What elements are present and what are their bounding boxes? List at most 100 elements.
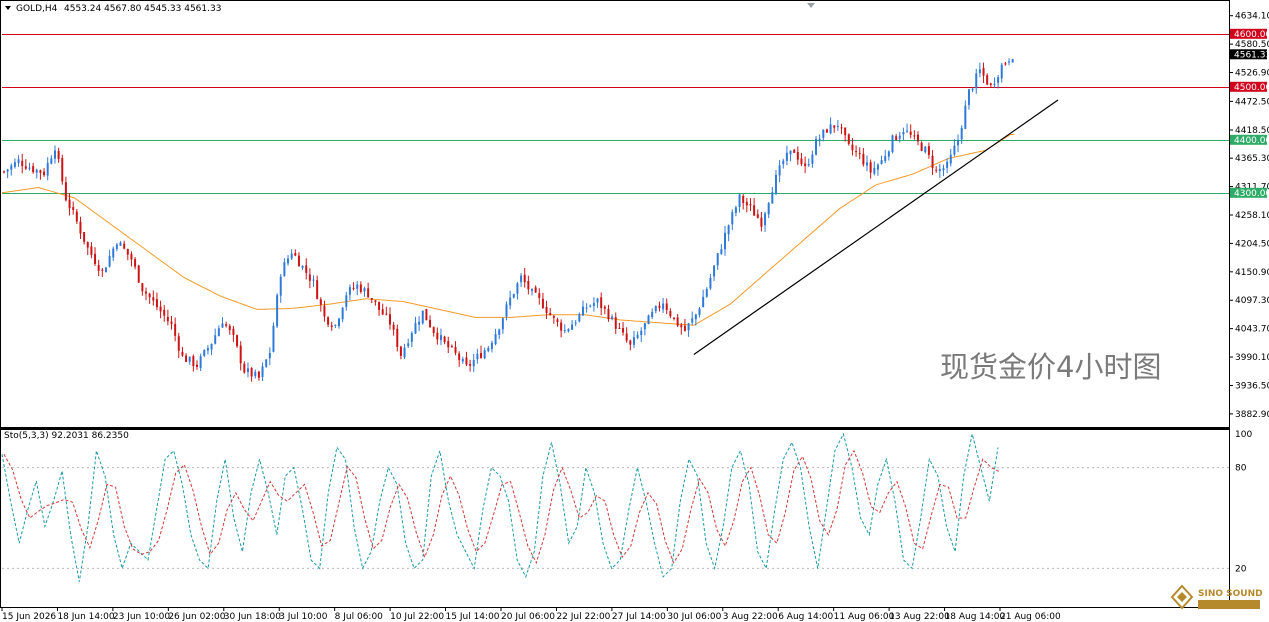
candle [545,300,548,319]
candle [203,349,206,358]
candle-body [181,351,184,356]
candle-body [855,151,858,153]
candle-body [425,308,428,321]
candle [177,332,180,359]
candle-body [884,156,887,162]
candle-body [953,145,956,155]
candle [654,305,657,314]
candle [50,155,53,165]
candle-body [199,356,202,368]
candle [166,309,169,326]
candle [986,73,989,86]
stoch-main-line [1,432,999,582]
candle-body [516,283,519,294]
candle [254,369,257,379]
candle [155,292,158,311]
candle-body [574,322,577,324]
candle-body [876,164,879,170]
candle [83,231,86,245]
candle-body [687,323,690,331]
candle-body [174,324,177,336]
candle-body [778,165,781,176]
candle [774,170,777,196]
level-tag-box [1230,81,1267,92]
candle-body [290,253,293,259]
candle [691,311,694,326]
candle [472,354,475,372]
candle [567,328,570,333]
candle-body [414,323,417,334]
candle-body [458,353,461,360]
candle [931,150,934,175]
candle [498,328,501,340]
candle [290,249,293,261]
candle-body [126,248,129,255]
candle-body [727,225,730,235]
candle [308,268,311,289]
candle [778,159,781,183]
candle-body [257,371,260,378]
candle [574,319,577,327]
candle [618,322,621,329]
candle-body [745,202,748,206]
candle-body [804,163,807,167]
candle-body [297,255,300,267]
candle-body [6,169,9,172]
candle [571,320,574,330]
candle-body [978,69,981,74]
candle [538,288,541,305]
candle [938,163,941,178]
candle-body [396,328,399,347]
candle [509,290,512,310]
candle-body [676,317,679,326]
candle [363,286,366,297]
candle [997,74,1000,89]
candle [370,297,373,304]
candle-body [581,306,584,316]
candle [589,304,592,308]
candle-body [32,166,35,173]
candle [396,324,399,352]
candle [869,159,872,179]
candle [159,300,162,319]
candle [188,356,191,365]
candle [356,281,359,296]
candle-body [254,371,257,377]
candle-body [807,164,810,166]
candle [35,168,38,179]
candle [265,358,268,368]
level-price-tag: 4600.00 [1230,28,1269,40]
candle-body [483,350,486,359]
candle-body [276,295,279,327]
ohlc-readout: 4553.24 4567.80 4545.33 4561.33 [64,4,221,14]
candle-body [920,142,923,151]
candle [206,345,209,355]
candle [764,211,767,232]
candle-body [935,169,938,171]
candle [447,336,450,354]
candle-body [72,207,75,210]
candle-body [388,314,391,325]
candle [913,130,916,140]
y-tick-label: 3882.90 [1235,410,1269,420]
scroll-marker-icon[interactable] [807,3,815,8]
candle-body [585,307,588,309]
candle-body [691,318,694,323]
candle-body [39,170,42,173]
candle-body [698,308,701,315]
candle [760,211,763,232]
candle [195,360,198,370]
candle-body [330,325,333,327]
candle-body [97,265,100,271]
candle-body [115,244,118,249]
y-tick-label: 4634.10 [1235,12,1269,22]
candle [953,139,956,157]
candle-body [694,314,697,320]
candle-body [560,322,563,331]
candle [975,68,978,94]
collapse-arrow-icon[interactable] [5,6,11,10]
candle [643,322,646,336]
candle-body [946,161,949,168]
candle [429,315,432,328]
